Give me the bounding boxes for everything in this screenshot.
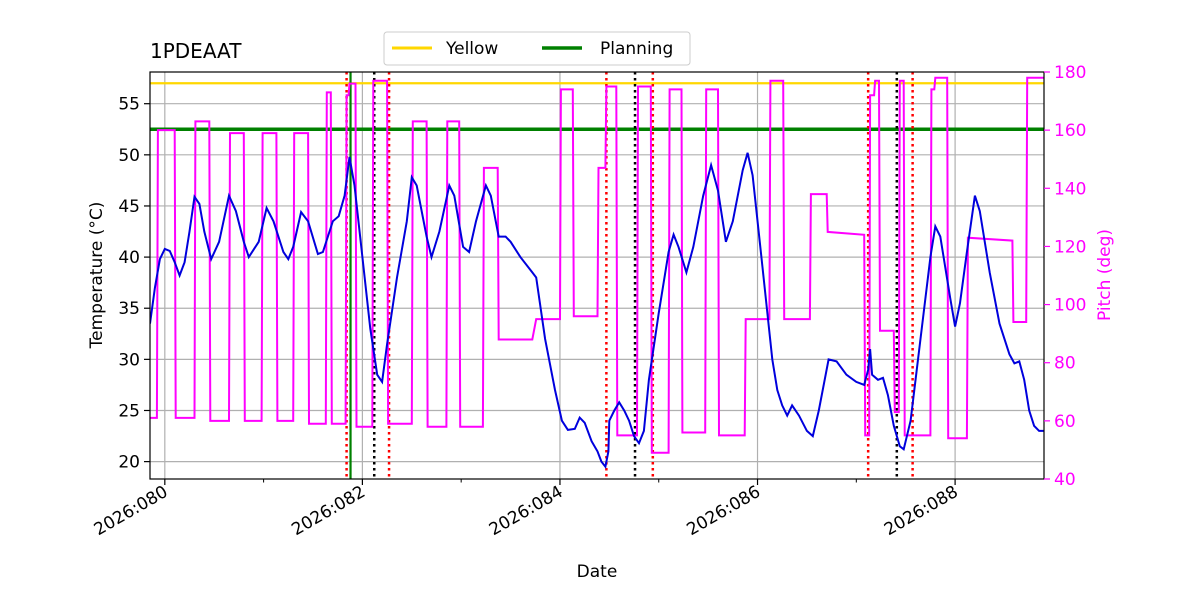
plot-frame (149, 71, 1045, 480)
y-tick-label-5: 45 (118, 197, 140, 217)
legend-box (383, 31, 691, 66)
y2-tick-label-4: 120 (1054, 237, 1086, 257)
x-tick-label-4: 2026:088 (881, 482, 962, 540)
y-tick-label-0: 20 (118, 453, 140, 473)
x-tick-label-2: 2026:084 (486, 482, 567, 540)
y-tick-label-7: 55 (118, 95, 140, 115)
y2-tick-label-2: 80 (1054, 354, 1076, 374)
x-tick-label-3: 2026:086 (683, 482, 764, 540)
y2-axis-label: Pitch (deg) (1095, 229, 1115, 321)
x-axis-label: Date (577, 562, 618, 582)
y-tick-label-6: 50 (118, 146, 140, 166)
y2-tick-label-3: 100 (1054, 296, 1086, 316)
chart-title: 1PDEAAT (150, 39, 242, 63)
y2-tick-label-1: 60 (1054, 412, 1076, 432)
x-tick-label-0: 2026:080 (91, 482, 172, 540)
x-tick-label-1: 2026:082 (288, 482, 369, 540)
threshold-lines (150, 82, 1044, 132)
y-tick-label-3: 35 (118, 299, 140, 319)
y-tick-label-4: 40 (118, 248, 140, 268)
pitch-series-line (150, 76, 1044, 454)
legend: Yellow Planning (383, 31, 691, 66)
y-axis-label: Temperature (°C) (87, 202, 107, 350)
y2-tick-label-0: 40 (1054, 470, 1076, 490)
y-tick-label-2: 30 (118, 350, 140, 370)
temperature-series-line (150, 152, 1044, 470)
y2-tick-label-5: 140 (1054, 179, 1086, 199)
y2-tick-label-6: 160 (1054, 121, 1086, 141)
y-tick-label-1: 25 (118, 401, 140, 421)
legend-label-yellow: Yellow (445, 39, 498, 59)
y2-tick-label-7: 180 (1054, 63, 1086, 83)
legend-label-planning: Planning (600, 39, 673, 59)
